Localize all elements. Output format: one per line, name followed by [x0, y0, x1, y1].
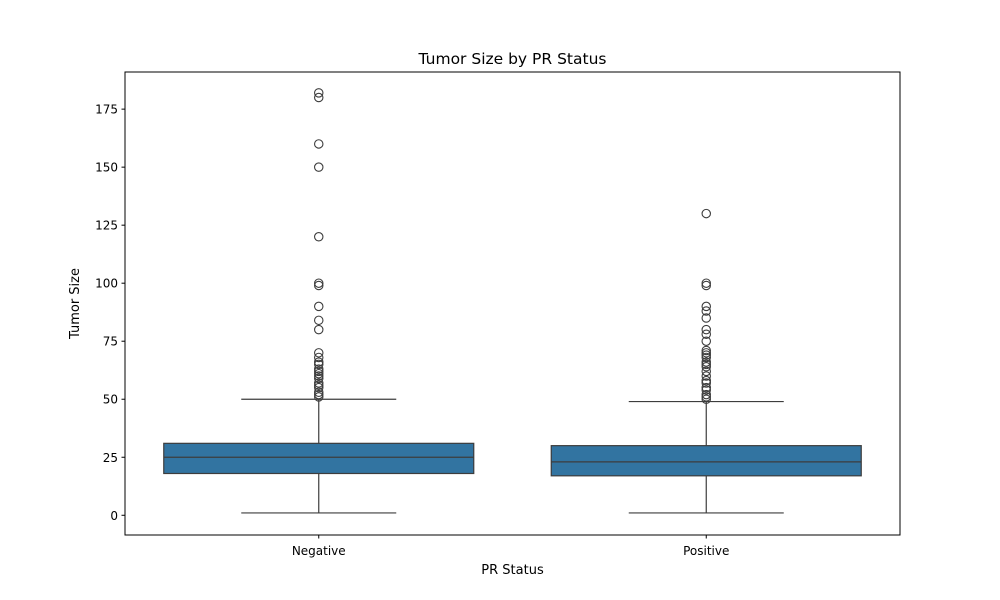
outlier-point — [701, 371, 711, 381]
outlier-point — [701, 375, 711, 386]
outlier-point — [313, 324, 324, 335]
outlier-point — [701, 382, 711, 393]
x-tick-label: Positive — [683, 544, 729, 558]
outlier-point — [701, 324, 711, 335]
y-tick-label: 150 — [95, 161, 118, 175]
outlier-point — [313, 348, 324, 358]
outlier-point — [313, 389, 324, 400]
outlier-point — [701, 280, 711, 291]
outlier-point — [313, 278, 324, 288]
box-group-negative — [163, 88, 475, 514]
plot-layer — [163, 88, 862, 514]
outlier-point — [701, 208, 711, 219]
y-tick-label: 75 — [103, 335, 118, 349]
y-tick-label: 100 — [95, 277, 118, 291]
x-tick-label: Negative — [292, 544, 346, 558]
outlier-point — [313, 373, 324, 384]
x-axis-label: PR Status — [481, 563, 544, 578]
outlier-point — [701, 350, 711, 360]
outlier-point — [313, 382, 324, 393]
outlier-point — [701, 329, 711, 340]
chart-title: Tumor Size by PR Status — [418, 50, 607, 68]
outlier-point — [701, 336, 711, 346]
y-axis: 0 25 50 75 100 125 150 175 — [95, 103, 125, 523]
outlier-point — [313, 139, 324, 149]
iqr-box — [550, 445, 862, 477]
outlier-point — [313, 301, 324, 312]
outlier-point — [313, 371, 324, 381]
outlier-point — [701, 366, 711, 377]
y-axis-label: Tumor Size — [68, 268, 83, 340]
outlier-point — [313, 366, 324, 377]
outlier-point — [701, 392, 711, 402]
outlier-point — [701, 352, 711, 363]
outlier-point — [701, 378, 711, 388]
outlier-point — [701, 359, 711, 370]
outlier-point — [701, 306, 711, 316]
outlier-point — [313, 380, 324, 391]
outlier-point — [313, 387, 324, 398]
outlier-point — [701, 361, 711, 372]
y-tick-label: 50 — [103, 393, 118, 407]
outlier-point — [313, 359, 324, 370]
outlier-point — [313, 92, 324, 103]
plot-frame — [124, 71, 901, 536]
outlier-point — [313, 392, 324, 402]
x-axis: Negative Positive — [292, 535, 729, 558]
outlier-point — [313, 357, 324, 367]
outlier-point — [701, 394, 711, 404]
outlier-point — [701, 313, 711, 323]
y-tick-label: 25 — [103, 451, 118, 465]
iqr-box — [163, 442, 475, 475]
outlier-point — [701, 348, 711, 358]
outlier-point — [313, 364, 324, 374]
outlier-point — [701, 385, 711, 395]
y-tick-label: 125 — [95, 219, 118, 233]
outlier-point — [313, 352, 324, 363]
outlier-point — [313, 88, 324, 98]
outlier-point — [701, 301, 711, 312]
y-tick-label: 175 — [95, 103, 118, 117]
outlier-point — [313, 162, 324, 172]
outlier-point — [701, 345, 711, 356]
outlier-point — [701, 357, 711, 367]
outlier-point — [313, 280, 324, 291]
outlier-point — [701, 389, 711, 400]
outlier-point — [701, 278, 711, 288]
box-group-positive — [550, 208, 862, 514]
y-tick-label: 0 — [110, 509, 118, 523]
outlier-point — [313, 232, 324, 242]
outlier-point — [313, 315, 324, 326]
outlier-point — [313, 378, 324, 388]
outlier-point — [313, 368, 324, 379]
